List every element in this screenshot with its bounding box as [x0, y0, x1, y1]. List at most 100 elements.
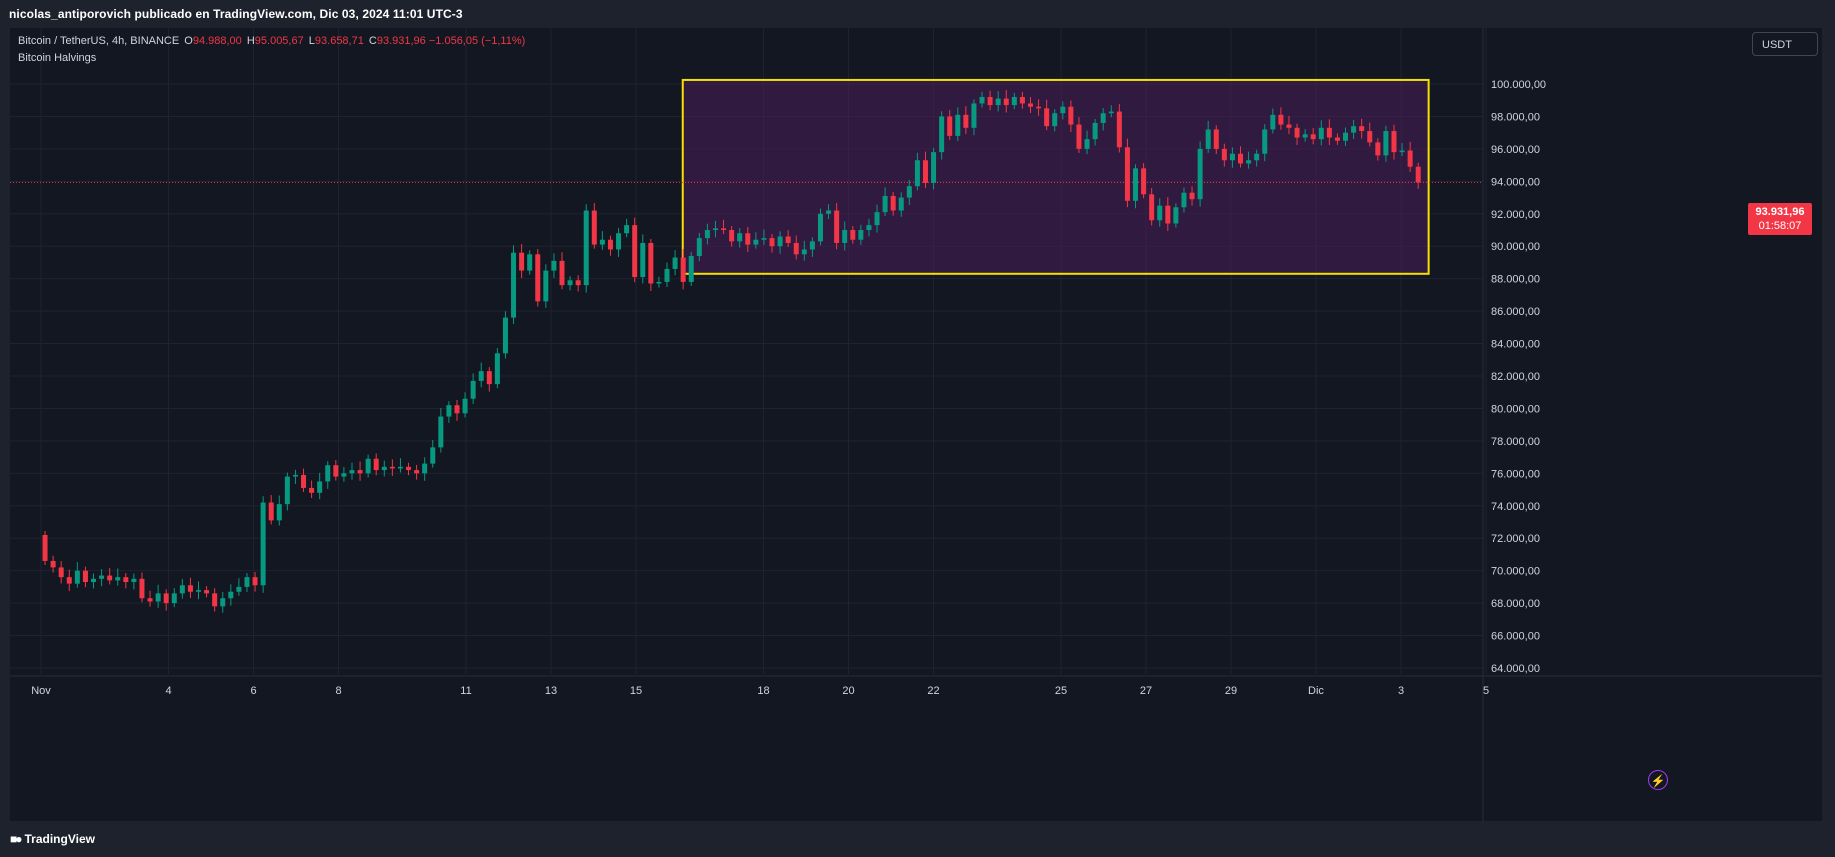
x-tick-label: 18: [757, 685, 769, 697]
candle-up: [704, 230, 710, 239]
y-tick-label: 92.000,00: [1491, 209, 1540, 221]
candle-down: [139, 578, 145, 599]
candle-down: [309, 487, 315, 493]
candle-up: [551, 260, 557, 271]
candle-down: [252, 577, 258, 586]
candle-up: [931, 152, 937, 183]
candle-down: [1326, 127, 1332, 138]
candle-up: [171, 593, 177, 604]
candle-up: [801, 249, 807, 255]
currency-button[interactable]: USDT: [1752, 32, 1818, 56]
candle-up: [1084, 139, 1090, 149]
candle-up: [688, 255, 694, 282]
candle-down: [268, 502, 274, 521]
candle-down: [850, 230, 856, 240]
candle-up: [842, 230, 848, 243]
candle-down: [58, 567, 64, 578]
candle-up: [543, 270, 549, 302]
candle-down: [1375, 142, 1381, 156]
candle-up: [1197, 148, 1203, 200]
candle-up: [91, 578, 97, 583]
candle-up: [1205, 129, 1211, 149]
candle-down: [1027, 103, 1033, 107]
candle-up: [1246, 160, 1252, 164]
x-tick-label: 11: [460, 685, 471, 697]
candle-down: [1286, 124, 1292, 128]
candle-up: [1060, 106, 1066, 114]
y-tick-label: 80.000,00: [1491, 403, 1540, 415]
candle-down: [123, 577, 129, 583]
candle-up: [365, 458, 371, 474]
x-tick-label: 4: [165, 685, 171, 697]
candle-up: [599, 239, 605, 245]
candle-up: [1132, 168, 1138, 201]
candle-down: [922, 160, 928, 183]
candle-down: [1310, 134, 1316, 140]
chart-area[interactable]: 64.000,00 66.000,00 68.000,00 70.000,00 72.0…: [10, 28, 1822, 821]
lightning-icon[interactable]: ⚡: [1648, 770, 1668, 790]
y-tick-label: 72.000,00: [1491, 533, 1540, 545]
candle-down: [890, 195, 896, 211]
open-value: 94.988,00: [192, 35, 242, 47]
candle-up: [422, 463, 428, 474]
candle-up: [349, 470, 355, 474]
candle-down: [1036, 106, 1042, 109]
low-label: L: [308, 35, 315, 47]
publish-bar: nicolas_antiporovich publicado en Tradin…: [0, 0, 1835, 28]
candle-down: [987, 96, 993, 106]
candle-up: [1157, 205, 1163, 221]
candle-up: [955, 114, 961, 136]
candle-up: [640, 242, 646, 278]
range-rectangle[interactable]: [681, 78, 1430, 275]
candle-down: [406, 466, 412, 471]
candle-down: [333, 465, 339, 477]
price-chart[interactable]: 64.000,00 66.000,00 68.000,00 70.000,00 72.0…: [10, 28, 1822, 821]
candle-down: [1407, 150, 1413, 167]
y-tick-label: 88.000,00: [1491, 274, 1540, 286]
indicator-label[interactable]: Bitcoin Halvings: [18, 52, 97, 64]
close-label: C: [368, 35, 377, 47]
candle-down: [107, 575, 113, 581]
candle-down: [559, 260, 565, 286]
candle-up: [777, 236, 783, 247]
candle-up: [155, 593, 161, 602]
candle-down: [212, 593, 218, 607]
candle-down: [519, 252, 525, 271]
candle-down: [1278, 114, 1284, 125]
candle-up: [478, 371, 484, 381]
high-label: H: [246, 35, 255, 47]
candle-up: [616, 233, 622, 250]
candle-up: [866, 225, 872, 230]
candle-down: [147, 598, 153, 602]
candle-up: [712, 228, 718, 230]
candle-down: [301, 474, 307, 488]
candle-up: [624, 225, 630, 234]
y-tick-label: 68.000,00: [1491, 598, 1540, 610]
x-tick-label: 5: [1483, 685, 1489, 697]
y-tick-label: 96.000,00: [1491, 144, 1540, 156]
candle-down: [575, 280, 581, 286]
change-value: −1.056,05 (−1,11%): [428, 35, 526, 47]
tradingview-logo[interactable]: ■● TradingView: [10, 832, 95, 846]
candle-down: [389, 466, 395, 469]
candle-up: [809, 241, 815, 250]
candle-up: [882, 195, 888, 213]
candle-down: [591, 210, 597, 245]
y-tick-label: 94.000,00: [1491, 176, 1540, 188]
ohlc-legend: Bitcoin / TetherUS, 4h, BINANCE O94.988,…: [18, 35, 525, 47]
candle-up: [462, 398, 468, 414]
candle-up: [228, 591, 234, 599]
candle-up: [381, 466, 387, 471]
publish-line: nicolas_antiporovich publicado en Tradin…: [9, 7, 463, 21]
symbol-label[interactable]: Bitcoin / TetherUS, 4h, BINANCE: [18, 35, 180, 47]
x-tick-label: Dic: [1308, 685, 1324, 697]
x-tick-label: 3: [1398, 685, 1404, 697]
candle-up: [939, 116, 945, 153]
candle-down: [486, 371, 492, 385]
candle-down: [632, 225, 638, 278]
candle-up: [858, 230, 864, 240]
candle-down: [785, 236, 791, 243]
low-value: 93.658,71: [314, 35, 364, 47]
candle-up: [906, 186, 912, 198]
candle-up: [567, 280, 573, 286]
